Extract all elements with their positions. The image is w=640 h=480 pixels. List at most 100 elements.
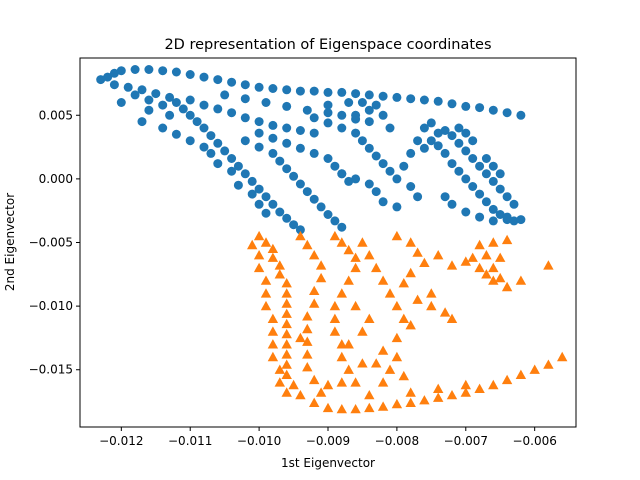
orange-triangle-point [329,313,341,323]
orange-triangle-point [391,398,403,409]
blue-circle-point [323,108,333,118]
blue-circle-point [447,99,457,109]
blue-circle-point [275,156,285,166]
blue-circle-point [426,118,436,128]
orange-triangle-point [315,272,327,283]
orange-triangle-point [267,252,279,262]
blue-circle-point [440,148,450,158]
blue-circle-point [185,110,195,120]
blue-circle-point [144,65,154,74]
blue-circle-point [295,179,305,189]
blue-circle-point [282,85,292,95]
blue-circle-point [475,189,485,199]
blue-circle-point [481,154,491,163]
orange-triangle-point [336,404,347,414]
blue-circle-point [344,176,354,186]
blue-circle-point [233,161,243,171]
blue-circle-point [440,192,450,202]
orange-triangle-point [474,239,485,250]
blue-circle-point [192,117,202,127]
orange-triangle-point [433,250,444,260]
orange-triangle-point [343,244,354,255]
orange-triangle-point [329,230,341,241]
x-tick-label: −0.009 [306,434,350,448]
blue-circle-point [220,90,230,100]
orange-triangle-point [405,387,416,397]
orange-triangle-point [322,379,334,390]
orange-triangle-point [267,313,279,323]
blue-circle-point [275,207,285,217]
orange-triangle-point [474,383,485,393]
blue-circle-point [392,174,402,184]
orange-triangle-point [288,379,299,390]
blue-circle-point [433,141,443,151]
y-axis-ticks: 0.005 0.000 −0.005 −0.010 −0.015 [29,108,80,377]
orange-triangle-point [439,307,451,317]
orange-triangle-point [364,250,375,260]
orange-triangle-point [343,339,354,349]
orange-triangle-point [302,336,313,346]
x-tick-label: −0.008 [375,434,419,448]
blue-circle-point [364,179,374,189]
blue-circle-point [178,104,188,114]
orange-triangle-point [336,351,347,362]
orange-triangle-point [309,285,320,295]
orange-triangle-point [295,390,306,400]
blue-circle-point [171,98,181,107]
blue-circle-point [268,148,278,158]
orange-triangle-point [336,339,347,349]
blue-circle-point [302,105,312,115]
y-tick-label: −0.015 [29,363,73,377]
blue-circle-point [516,110,526,120]
blue-circle-point [254,142,264,152]
blue-circle-point [144,95,154,105]
x-axis-ticks: −0.012 −0.011 −0.010 −0.009 −0.008 −0.007 −0.0… [99,427,557,448]
blue-circle-point [295,86,305,96]
blue-circle-point [254,117,264,127]
blue-circle-point [109,68,119,78]
blue-circle-point [323,154,333,163]
orange-triangle-point [405,267,416,278]
blue-circle-point [199,100,209,110]
orange-triangle-point [281,339,292,349]
orange-triangle-point [474,262,485,273]
blue-circle-point [481,169,491,179]
orange-triangle-point [391,230,403,241]
orange-triangle-point [377,345,389,355]
orange-triangle-point [488,379,499,390]
orange-triangle-point [501,374,513,385]
blue-circle-point [419,143,429,153]
blue-circle-point [109,80,119,90]
orange-triangle-point [295,230,306,241]
orange-triangle-point [446,260,458,270]
blue-circle-point [309,113,319,123]
orange-triangle-point [267,243,279,253]
blue-circle-point [385,123,395,133]
orange-triangle-point [295,332,306,343]
blue-circle-point [282,123,292,133]
blue-circle-point [475,212,485,222]
blue-circle-point [199,72,209,82]
orange-triangle-point [302,311,313,321]
orange-triangle-point [315,387,327,397]
orange-triangle-point [343,364,354,374]
blue-circle-point [213,159,223,169]
orange-triangle-point [543,359,554,369]
blue-circle-point [137,117,147,127]
blue-circle-point [185,136,195,146]
blue-circle-point [240,169,250,179]
blue-circle-point [289,171,299,181]
blue-circle-point [199,142,209,152]
blue-circle-point [440,126,450,135]
blue-circle-point [261,208,271,218]
orange-triangle-point [343,275,354,285]
orange-triangle-point [274,269,285,279]
blue-circle-point [240,80,250,90]
blue-circle-point [233,180,243,190]
blue-circle-point [227,77,237,87]
y-tick-label: −0.005 [29,236,73,250]
blue-circle-point [357,136,367,146]
blue-circle-point [130,65,140,74]
blue-circle-point [227,166,237,176]
